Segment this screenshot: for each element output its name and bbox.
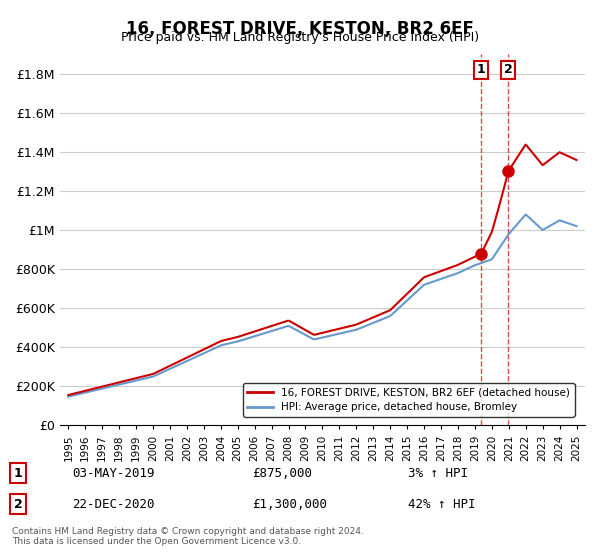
Text: 1: 1 [14, 466, 22, 480]
Text: 42% ↑ HPI: 42% ↑ HPI [408, 497, 476, 511]
Text: Price paid vs. HM Land Registry's House Price Index (HPI): Price paid vs. HM Land Registry's House … [121, 31, 479, 44]
Text: 2: 2 [14, 497, 22, 511]
Text: 03-MAY-2019: 03-MAY-2019 [72, 466, 155, 480]
Text: 2: 2 [504, 63, 512, 76]
Text: 16, FOREST DRIVE, KESTON, BR2 6EF: 16, FOREST DRIVE, KESTON, BR2 6EF [126, 20, 474, 38]
Text: £1,300,000: £1,300,000 [252, 497, 327, 511]
Text: 1: 1 [476, 63, 485, 76]
Text: 3% ↑ HPI: 3% ↑ HPI [408, 466, 468, 480]
Legend: 16, FOREST DRIVE, KESTON, BR2 6EF (detached house), HPI: Average price, detached: 16, FOREST DRIVE, KESTON, BR2 6EF (detac… [243, 383, 575, 417]
Text: 22-DEC-2020: 22-DEC-2020 [72, 497, 155, 511]
Text: Contains HM Land Registry data © Crown copyright and database right 2024.
This d: Contains HM Land Registry data © Crown c… [12, 526, 364, 546]
Text: £875,000: £875,000 [252, 466, 312, 480]
